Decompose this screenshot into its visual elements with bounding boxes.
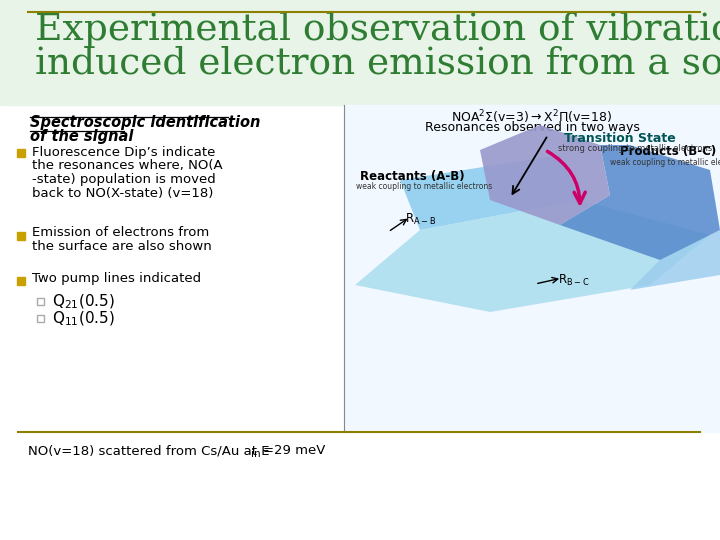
- Text: weak coupling to metallic electrons: weak coupling to metallic electrons: [610, 158, 720, 167]
- Polygon shape: [355, 200, 710, 312]
- Text: NO(v=18) scattered from Cs/Au at E: NO(v=18) scattered from Cs/Au at E: [28, 444, 269, 457]
- Text: Reactants (A-B): Reactants (A-B): [360, 170, 464, 183]
- Text: induced electron emission from a solid: induced electron emission from a solid: [35, 46, 720, 82]
- Text: Spectroscopic identification: Spectroscopic identification: [30, 115, 261, 130]
- Text: the surface are also shown: the surface are also shown: [32, 240, 212, 253]
- Text: R$_{\mathregular{B-C}}$: R$_{\mathregular{B-C}}$: [558, 273, 590, 288]
- Text: Products (B-C): Products (B-C): [620, 145, 716, 158]
- Text: of the signal: of the signal: [30, 129, 133, 144]
- Polygon shape: [560, 145, 720, 260]
- Text: Experimental observation of vibration: Experimental observation of vibration: [35, 12, 720, 48]
- Text: in: in: [251, 449, 261, 459]
- Text: Two pump lines indicated: Two pump lines indicated: [32, 272, 201, 285]
- Bar: [17, 277, 25, 285]
- Bar: [344, 105, 720, 432]
- Text: =29 meV: =29 meV: [263, 444, 325, 457]
- Polygon shape: [480, 125, 610, 225]
- Text: $\mathrm{Q_{11}(0.5)}$: $\mathrm{Q_{11}(0.5)}$: [52, 310, 115, 328]
- Text: strong coupling to metallic electrons: strong coupling to metallic electrons: [558, 144, 712, 153]
- Text: Transition State: Transition State: [564, 132, 676, 145]
- Text: R$_{\mathregular{A-B}}$: R$_{\mathregular{A-B}}$: [405, 212, 436, 227]
- Text: Fluorescence Dip’s indicate: Fluorescence Dip’s indicate: [32, 146, 215, 159]
- Text: NOA$^2\Sigma$(v=3)$\rightarrow$X$^2\Pi$(v=18): NOA$^2\Sigma$(v=3)$\rightarrow$X$^2\Pi$(…: [451, 108, 613, 126]
- Text: weak coupling to metallic electrons: weak coupling to metallic electrons: [356, 182, 492, 191]
- Text: -state) population is moved: -state) population is moved: [32, 173, 216, 186]
- Polygon shape: [400, 155, 580, 230]
- Text: $\mathrm{Q_{21}(0.5)}$: $\mathrm{Q_{21}(0.5)}$: [52, 293, 115, 312]
- Bar: [37, 298, 44, 305]
- Polygon shape: [630, 230, 720, 290]
- Text: back to NO(X-state) (v=18): back to NO(X-state) (v=18): [32, 186, 213, 199]
- Bar: [17, 232, 25, 240]
- Text: Resonances observed in two ways: Resonances observed in two ways: [425, 121, 639, 134]
- Text: Emission of electrons from: Emission of electrons from: [32, 226, 210, 239]
- Bar: [17, 149, 25, 157]
- Text: the resonances where, NO(A: the resonances where, NO(A: [32, 159, 222, 172]
- Bar: [0, 0, 720, 105]
- Bar: [37, 315, 44, 322]
